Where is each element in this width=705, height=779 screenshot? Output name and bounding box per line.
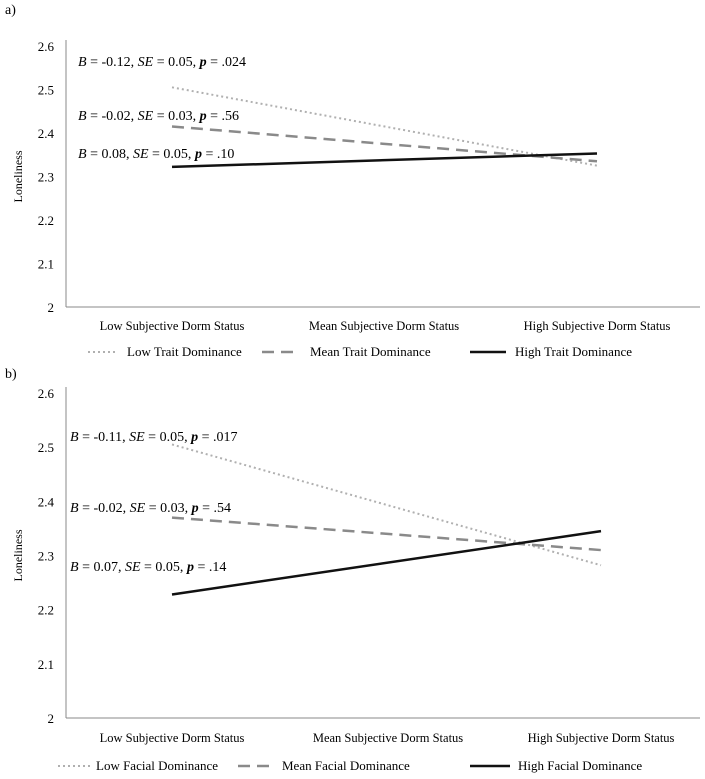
y-tick-label: 2.2	[38, 213, 54, 228]
x-category-label: Mean Subjective Dorm Status	[313, 731, 463, 745]
annotation-stats: B = 0.08, SE = 0.05, p = .10	[78, 147, 234, 162]
y-tick-label: 2	[48, 300, 55, 315]
y-tick-label: 2.1	[38, 257, 54, 272]
series-line-dashed	[171, 516, 602, 552]
series-line-dashed	[171, 125, 598, 163]
y-tick-label: 2.5	[38, 440, 54, 455]
x-category-label: High Subjective Dorm Status	[528, 731, 675, 745]
x-category-label: Low Subjective Dorm Status	[100, 319, 245, 333]
x-category-label: Low Subjective Dorm Status	[100, 731, 245, 745]
series-line-solid	[171, 152, 598, 169]
chart-panel-a: a) 2 2.1 2.2 2.3 2.4 2.5 2.6 Loneliness Low Subje…	[5, 3, 700, 359]
panel-label: b)	[5, 367, 17, 382]
y-tick-label: 2	[48, 711, 55, 726]
x-category-label: Mean Subjective Dorm Status	[309, 319, 459, 333]
y-tick-label: 2.6	[38, 39, 55, 54]
annotation-stats: B = 0.07, SE = 0.05, p = .14	[70, 560, 226, 575]
series-line-dotted	[171, 86, 598, 167]
y-tick-label: 2.5	[38, 83, 54, 98]
chart-panel-b: b) 2 2.1 2.2 2.3 2.4 2.5 2.6 Loneliness Low Subje…	[5, 367, 700, 773]
annotation-stats: B = -0.02, SE = 0.03, p = .56	[78, 109, 239, 124]
y-tick-label: 2.1	[38, 657, 54, 672]
annotation-stats: B = -0.02, SE = 0.03, p = .54	[70, 501, 231, 516]
annotation-stats: B = -0.12, SE = 0.05, p = .024	[78, 55, 246, 70]
y-tick-label: 2.4	[38, 126, 55, 141]
y-tick-label: 2.3	[38, 549, 54, 564]
legend-label: Mean Trait Dominance	[310, 344, 431, 359]
annotation-stats: B = -0.11, SE = 0.05, p = .017	[70, 430, 237, 445]
legend-label: Low Trait Dominance	[127, 344, 242, 359]
legend-label: High Facial Dominance	[518, 758, 642, 773]
y-tick-label: 2.4	[38, 494, 55, 509]
y-axis-label: Loneliness	[11, 529, 25, 581]
series-line-dotted	[171, 443, 602, 567]
x-category-label: High Subjective Dorm Status	[524, 319, 671, 333]
legend-label: Mean Facial Dominance	[282, 758, 410, 773]
legend-label: Low Facial Dominance	[96, 758, 218, 773]
panel-label: a)	[5, 3, 16, 18]
y-axis-label: Loneliness	[11, 150, 25, 202]
y-tick-label: 2.3	[38, 170, 54, 185]
legend-label: High Trait Dominance	[515, 344, 632, 359]
y-tick-label: 2.6	[38, 386, 55, 401]
y-tick-label: 2.2	[38, 603, 54, 618]
series-line-solid	[171, 529, 602, 596]
